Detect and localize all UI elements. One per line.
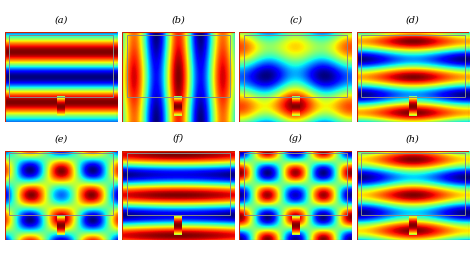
Text: (b): (b) bbox=[172, 16, 185, 25]
Bar bbox=[244, 153, 347, 215]
Text: (h): (h) bbox=[406, 134, 420, 143]
Bar bbox=[361, 35, 465, 97]
Text: (c): (c) bbox=[289, 16, 302, 25]
Bar bbox=[9, 35, 113, 97]
Bar bbox=[244, 35, 347, 97]
Text: (d): (d) bbox=[406, 16, 420, 25]
Bar bbox=[9, 153, 113, 215]
Bar bbox=[127, 35, 230, 97]
Text: (f): (f) bbox=[173, 134, 184, 143]
Text: (a): (a) bbox=[55, 16, 68, 25]
Text: (g): (g) bbox=[289, 134, 302, 143]
Bar bbox=[361, 153, 465, 215]
Bar bbox=[127, 153, 230, 215]
Text: (e): (e) bbox=[55, 134, 68, 143]
